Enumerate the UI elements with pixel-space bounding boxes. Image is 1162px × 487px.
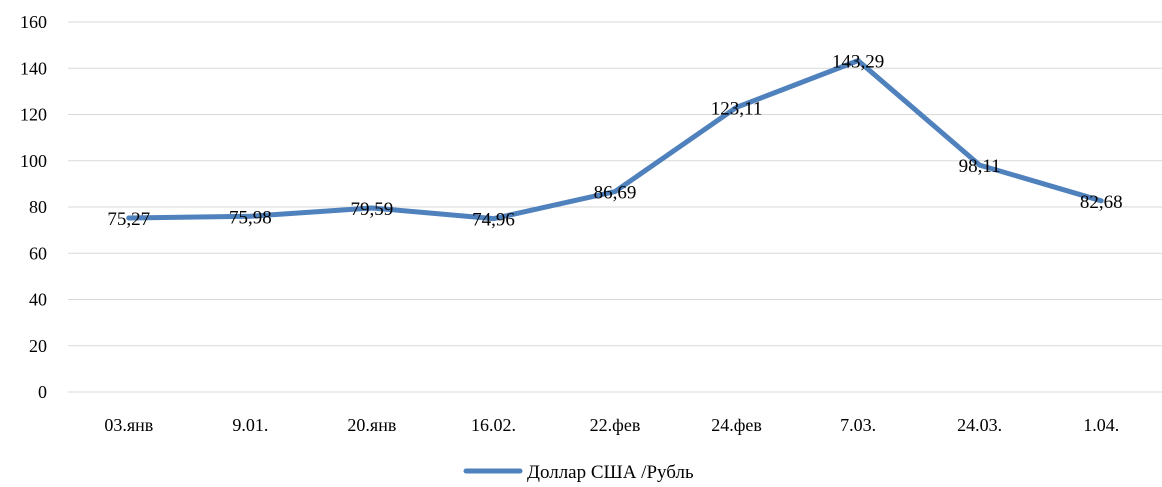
- legend-label: Доллар США /Рубль: [527, 462, 694, 483]
- y-tick-label: 100: [20, 151, 47, 171]
- data-label: 75,27: [107, 209, 150, 230]
- y-tick-label: 40: [29, 290, 47, 310]
- data-label: 98,11: [959, 156, 1001, 177]
- x-tick-label: 22.фев: [590, 415, 641, 435]
- data-labels: 75,27 75,98 79,59 74,96 86,69 123,11 143,29 98,…: [107, 52, 1122, 231]
- y-axis: 0 20 40 60 80 100 120 140 160: [20, 12, 47, 402]
- x-tick-label: 20.янв: [347, 415, 396, 435]
- data-label: 86,69: [594, 183, 637, 204]
- x-tick-label: 1.04.: [1083, 415, 1119, 435]
- data-label: 143,29: [832, 52, 884, 73]
- y-tick-label: 60: [29, 243, 47, 263]
- y-tick-label: 20: [29, 336, 47, 356]
- x-axis: 03.янв 9.01. 20.янв 16.02. 22.фев 24.фев 7.03.…: [104, 415, 1119, 435]
- x-tick-label: 16.02.: [471, 415, 516, 435]
- x-tick-label: 7.03.: [840, 415, 876, 435]
- y-tick-label: 160: [20, 12, 47, 32]
- x-tick-label: 03.янв: [104, 415, 153, 435]
- x-tick-label: 24.фев: [711, 415, 762, 435]
- data-label: 123,11: [711, 98, 763, 119]
- y-tick-label: 80: [29, 197, 47, 217]
- legend: Доллар США /Рубль: [463, 462, 694, 483]
- x-tick-label: 24.03.: [957, 415, 1002, 435]
- x-tick-label: 9.01.: [232, 415, 268, 435]
- y-tick-label: 140: [20, 58, 47, 78]
- y-tick-label: 120: [20, 105, 47, 125]
- y-tick-label: 0: [38, 382, 47, 402]
- data-label: 82,68: [1080, 192, 1123, 213]
- data-label: 75,98: [229, 207, 272, 228]
- data-label: 79,59: [351, 199, 394, 220]
- data-label: 74,96: [472, 210, 515, 231]
- gridlines: [68, 21, 1162, 393]
